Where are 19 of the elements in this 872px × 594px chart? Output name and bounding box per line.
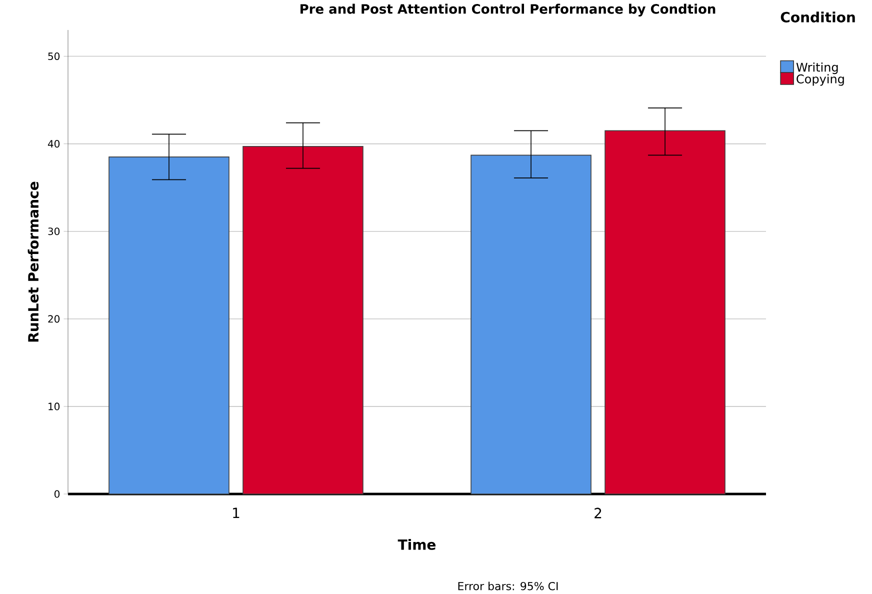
bar xyxy=(108,156,230,494)
y-tick-label: 10 xyxy=(48,402,60,410)
chart-title: Pre and Post Attention Control Performance by Condtion xyxy=(300,4,716,16)
y-tick-label: 50 xyxy=(48,52,60,60)
y-tick-label: 0 xyxy=(54,490,60,498)
y-axis-title: RunLet Performance xyxy=(28,182,39,342)
text: Error bars: 95% CI xyxy=(458,582,558,590)
x-axis-title: Time xyxy=(398,539,436,550)
legend-label: Writing xyxy=(796,62,838,74)
y-tick-label: 20 xyxy=(48,315,60,323)
y-tick-label: 40 xyxy=(48,140,60,148)
legend-title: Condition xyxy=(780,12,855,22)
bar xyxy=(604,130,726,494)
legend-label: Copying xyxy=(796,74,844,86)
bar xyxy=(470,154,592,494)
x-tick-label: 2 xyxy=(594,508,602,518)
y-tick-label: 30 xyxy=(48,228,60,236)
x-tick-label: 1 xyxy=(233,508,240,518)
bar xyxy=(242,146,364,494)
